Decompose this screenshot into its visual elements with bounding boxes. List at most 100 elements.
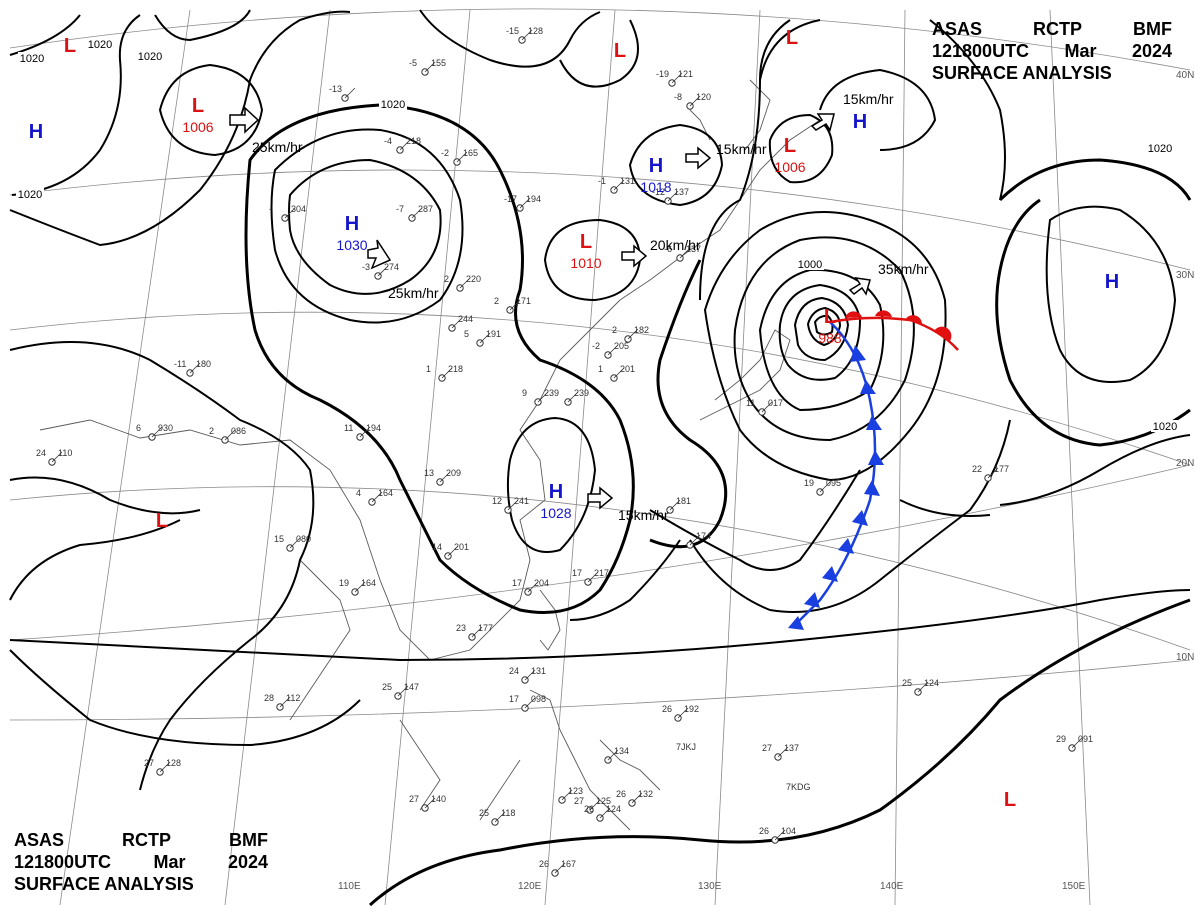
- wind-barb: [397, 685, 409, 697]
- center-letter: H: [29, 121, 43, 143]
- low-pressure-center: L: [156, 510, 168, 532]
- longitude-label: 140E: [880, 881, 904, 892]
- longitude-label: 130E: [698, 881, 722, 892]
- wind-barb: [607, 749, 619, 761]
- station-pressure: 181: [676, 496, 691, 506]
- station-pressure: 218: [406, 136, 421, 146]
- isobar-label: 1020: [138, 51, 162, 63]
- pressure-centers: L L 1006 H H 1030 L H 1018 L 1010 L L 1006 H L 988 H H 1028…: [29, 27, 1119, 811]
- motion-speed-label: 15km/hr: [618, 507, 669, 523]
- wind-barb: [344, 87, 356, 99]
- wind-barb: [777, 746, 789, 758]
- wind-barb: [689, 95, 701, 107]
- station-temperature: 19: [804, 478, 814, 488]
- wind-barb: [279, 696, 291, 708]
- station-pressure: 147: [404, 682, 419, 692]
- station-pressure: 274: [384, 262, 399, 272]
- station-label: RCTP: [122, 830, 171, 850]
- station-plot: 244: [448, 314, 473, 332]
- station-plot: -17 194: [504, 194, 541, 212]
- wind-barb: [987, 467, 999, 479]
- station-pressure: 132: [638, 789, 653, 799]
- station-plot: 17 217: [572, 568, 609, 586]
- station-plot: 134: [604, 746, 629, 764]
- station-plot: 28 112: [264, 693, 300, 711]
- isobar-label-bg: [796, 258, 824, 270]
- station-plot: 12 241: [492, 496, 529, 514]
- station-plot: 6 930: [136, 423, 173, 441]
- wind-barb: [521, 29, 533, 41]
- station-pressure: 098: [531, 694, 546, 704]
- month-label: Mar: [1064, 41, 1097, 61]
- station-plot: 24 131: [509, 666, 546, 684]
- center-pressure: 988: [818, 330, 842, 346]
- wind-barb: [761, 401, 773, 413]
- station-plot: 27 128: [144, 758, 181, 776]
- station-temperature: 26: [539, 859, 549, 869]
- station-temperature: -: [269, 204, 272, 214]
- wind-barb: [613, 367, 625, 379]
- station-pressure: 244: [458, 314, 473, 324]
- station-id: 7JKJ: [676, 742, 696, 752]
- station-temperature: 26: [616, 789, 626, 799]
- station-pressure: 140: [431, 794, 446, 804]
- station-temperature: 11: [344, 423, 353, 433]
- wind-barb: [524, 669, 536, 681]
- station-temperature: 15: [274, 534, 284, 544]
- station-plot: 181: [666, 496, 691, 514]
- low-pressure-center: L 1006: [774, 135, 805, 175]
- unit-label: BMF: [228, 830, 268, 850]
- station-pressure: 137: [674, 187, 689, 197]
- wind-barb: [589, 799, 601, 811]
- station-plot: 23 177: [456, 623, 493, 641]
- station-pressure: 124: [924, 678, 939, 688]
- station-plot: 26 124: [584, 804, 621, 822]
- isobar-label: 1020: [381, 99, 405, 111]
- station-plot: 174: [686, 531, 711, 549]
- wind-barb: [774, 829, 786, 841]
- motion-speed-label: 15km/hr: [843, 91, 894, 107]
- isobar-label-bg: [16, 188, 44, 200]
- year-label: 2024: [227, 852, 268, 872]
- station-plot: -4 218: [384, 136, 421, 154]
- station-pressure: 086: [231, 426, 246, 436]
- wind-barb: [819, 481, 831, 493]
- station-plot: 26 104: [759, 826, 796, 844]
- station-temperature: 24: [36, 448, 46, 458]
- longitude-label: 110E: [338, 881, 361, 892]
- center-pressure: 1018: [640, 179, 671, 195]
- station-pressure: 177: [478, 623, 493, 633]
- station-temperature: 24: [509, 666, 519, 676]
- station-plot: 13 209: [424, 468, 461, 486]
- station-pressure: 134: [614, 746, 629, 756]
- station-pressure: 217: [594, 568, 609, 578]
- isobar-label: 1020: [88, 39, 112, 51]
- station-temperature: 2: [209, 426, 214, 436]
- station-plot: 19 095: [804, 478, 841, 496]
- isobars: [9, 9, 1192, 907]
- station-pressure: 120: [696, 92, 711, 102]
- station-plot: 25 118: [479, 808, 515, 826]
- station-temperature: 2: [612, 325, 617, 335]
- wind-barb: [507, 499, 519, 511]
- station-pressure: 205: [614, 341, 629, 351]
- station-temperature: 17: [512, 578, 522, 588]
- station-temperature: -7: [396, 204, 404, 214]
- high-pressure-center: H: [1105, 271, 1119, 293]
- station-temperature: -13: [329, 84, 342, 94]
- station-plot: 29 091: [1056, 734, 1093, 752]
- station-pressure: 177: [994, 464, 1009, 474]
- center-letter: L: [614, 40, 626, 62]
- station-pressure: 287: [418, 204, 433, 214]
- motion-speed-label: 20km/hr: [650, 237, 701, 253]
- latitude-label: 20N: [1176, 458, 1194, 469]
- station-pressure: 104: [781, 826, 796, 836]
- station-temperature: 2: [444, 274, 449, 284]
- station-plot: -1 131: [598, 176, 635, 194]
- high-pressure-center: H 1030: [336, 213, 367, 253]
- datetime-label: 121800UTC: [14, 852, 112, 872]
- station-plot: 1 218: [426, 364, 463, 382]
- center-pressure: 1010: [570, 255, 601, 271]
- wind-barb: [359, 426, 371, 438]
- station-temperature: 27: [762, 743, 772, 753]
